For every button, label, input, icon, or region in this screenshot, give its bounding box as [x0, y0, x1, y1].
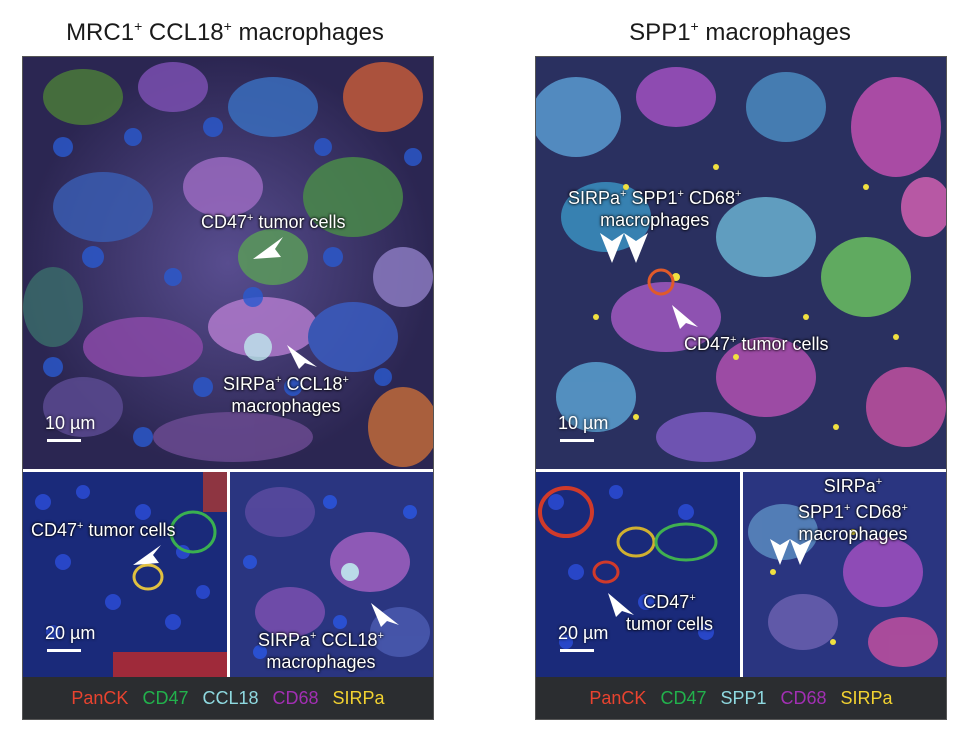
left-main-label-macrophage: SIRPa+ CCL18+ macrophages [223, 374, 349, 416]
arrowhead-icon [371, 603, 399, 627]
right-figure: SIRPa+ SPP1+ CD68+ macrophages CD47+ tum… [535, 56, 947, 720]
right-main-label-macrophage: SIRPa+ SPP1+ CD68+ macrophages [568, 188, 742, 230]
arrowhead-icon [253, 237, 283, 259]
right-inset1-image [536, 472, 740, 677]
left-inset2-label: SIRPa+ CCL18+ macrophages [258, 630, 384, 672]
right-inset1-label: CD47+ tumor cells [626, 592, 714, 634]
left-main-image [23, 57, 433, 469]
arrowhead-icon [608, 593, 634, 617]
legend-item: PanCK [589, 687, 647, 708]
legend-item: CD68 [272, 687, 319, 708]
left-inset1-scale-bar [47, 649, 81, 652]
right-inset2-label: SIRPa+ SPP1+ CD68+ macrophages [798, 476, 908, 544]
right-inset2-image [743, 472, 946, 677]
left-panel-title: MRC1+ CCL18+ macrophages [66, 18, 384, 46]
legend-item: SIRPa [840, 687, 893, 708]
divider [23, 469, 433, 472]
right-main-scale-bar [560, 439, 594, 442]
divider [536, 469, 946, 472]
legend-item: SPP1 [720, 687, 767, 708]
arrowhead-icon [672, 305, 698, 329]
right-main-image [536, 57, 946, 469]
double-arrowhead-icon [600, 233, 648, 263]
left-inset1-image [23, 472, 227, 677]
right-legend: PanCK CD47 SPP1 CD68 SIRPa [536, 677, 946, 719]
right-inset1-scale-bar [560, 649, 594, 652]
left-figure: CD47+ tumor cells SIRPa+ CCL18+ macropha… [22, 56, 434, 720]
right-inset1-scale-label: 20 µm [558, 623, 609, 643]
left-inset1-scale-label: 20 µm [45, 623, 96, 643]
legend-item: CD68 [780, 687, 827, 708]
left-inset1-label: CD47+ tumor cells [31, 520, 176, 540]
left-main-label-tumor: CD47+ tumor cells [201, 212, 346, 232]
double-arrowhead-icon [770, 539, 812, 565]
arrowhead-icon [287, 345, 317, 369]
left-main-scale-bar [47, 439, 81, 442]
right-main-scale-label: 10 µm [558, 413, 609, 433]
divider [227, 472, 230, 677]
divider [740, 472, 743, 677]
legend-item: SIRPa [332, 687, 385, 708]
legend-item: PanCK [71, 687, 129, 708]
right-panel-title: SPP1+ macrophages [629, 18, 851, 46]
arrowhead-icon [133, 545, 161, 565]
left-main-scale-label: 10 µm [45, 413, 96, 433]
right-main-label-tumor: CD47+ tumor cells [684, 334, 829, 354]
left-legend: PanCK CD47 CCL18 CD68 SIRPa [23, 677, 433, 719]
legend-item: CCL18 [202, 687, 259, 708]
legend-item: CD47 [660, 687, 707, 708]
legend-item: CD47 [142, 687, 189, 708]
